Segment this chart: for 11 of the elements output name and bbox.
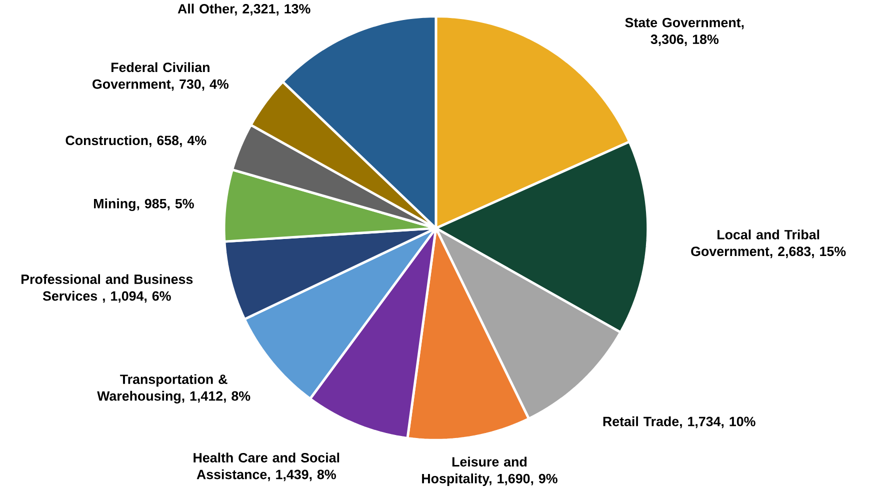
slice-label: Retail Trade, 1,734, 10% — [603, 416, 756, 428]
slice-label: Mining, 985, 5% — [94, 198, 194, 212]
slice-label: Construction, 658, 4% — [66, 135, 206, 148]
slice-label: Health Care and Social Assistance, 1,439, 8% — [194, 452, 340, 482]
slice-label: All Other, 2,321, 13% — [178, 4, 310, 16]
slice-label: Transportation & Warehousing, 1,412, 8% — [97, 374, 250, 404]
slice-label: State Government, 3,306, 18% — [625, 18, 744, 46]
slice-label: Professional and Business Services , 1,094, 6% — [22, 274, 193, 303]
slice-label: Leisure and Hospitality, 1,690, 9% — [422, 456, 558, 486]
slice-label: Federal Civilian Government, 730, 4% — [92, 62, 228, 91]
slice-label: Local and Tribal Government, 2,683, 15% — [691, 230, 846, 258]
